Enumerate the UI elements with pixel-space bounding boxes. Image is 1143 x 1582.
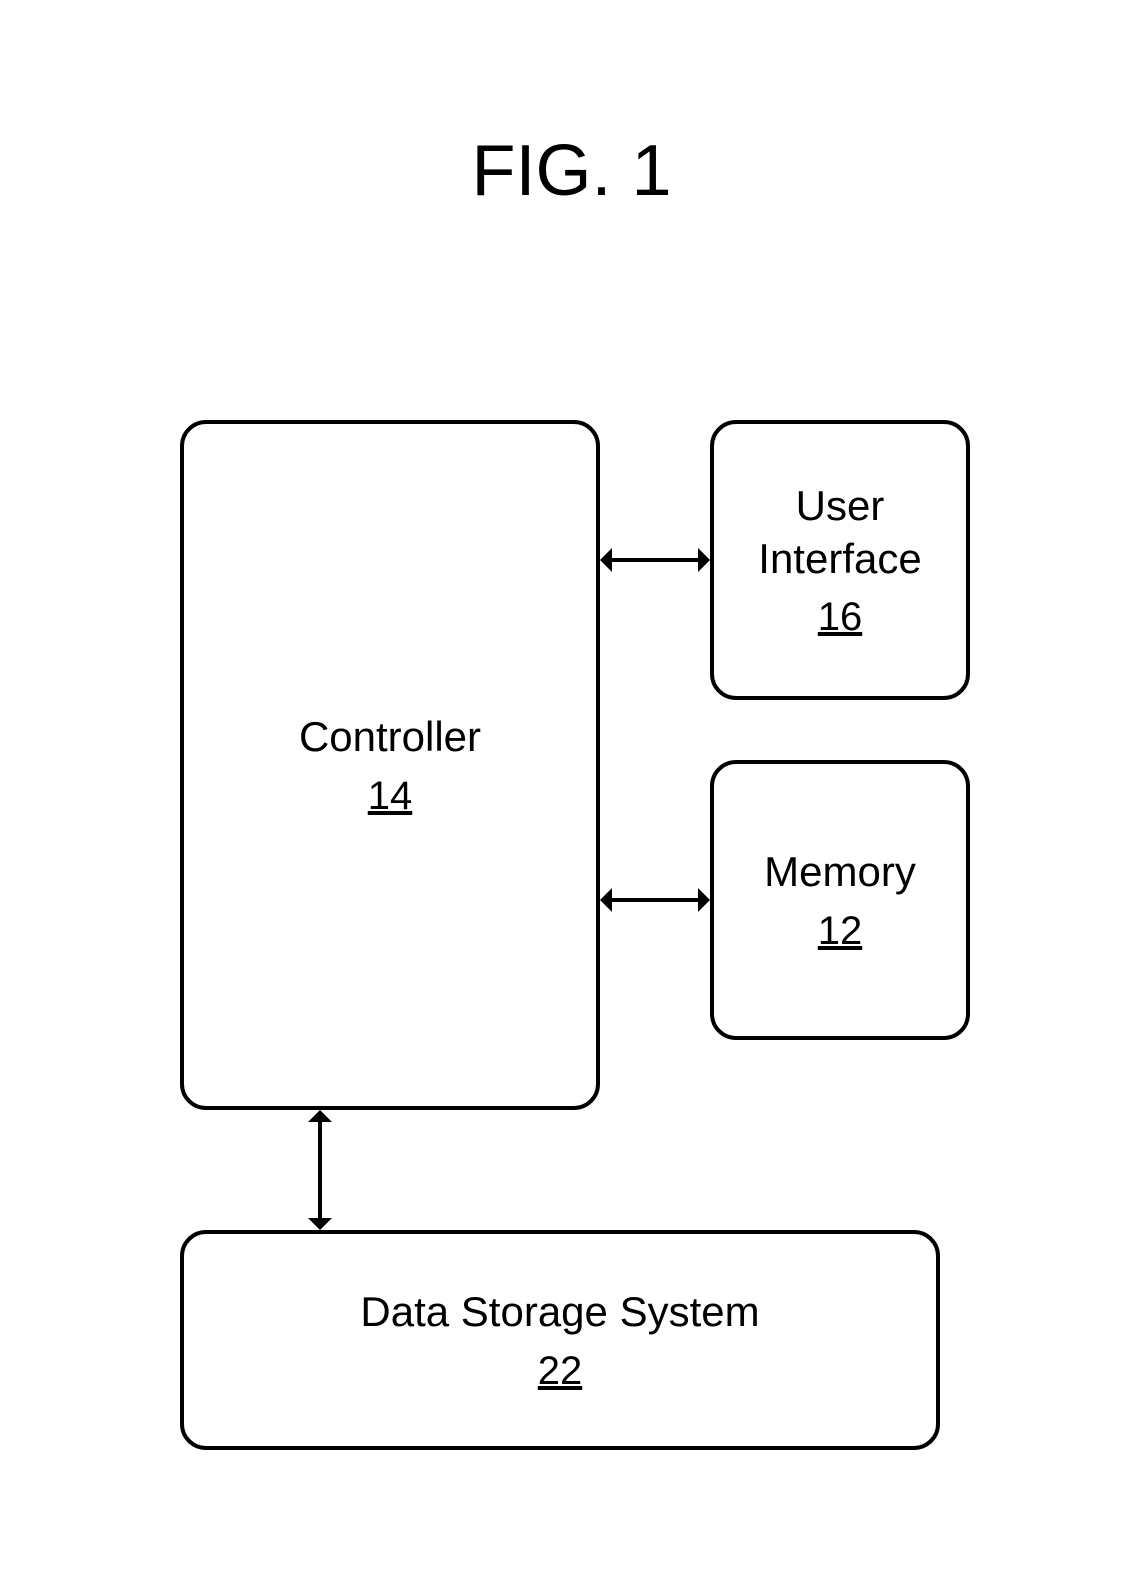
node-memory-label: Memory (764, 846, 916, 899)
node-user-interface: UserInterface 16 (710, 420, 970, 700)
edge-controller-memory-head-right (698, 888, 710, 912)
node-data-storage-label: Data Storage System (360, 1286, 759, 1339)
edge-controller-storage-head-up (308, 1110, 332, 1122)
node-controller: Controller 14 (180, 420, 600, 1110)
figure-title: FIG. 1 (0, 130, 1143, 212)
edge-controller-storage (318, 1122, 322, 1218)
edge-controller-storage-head-down (308, 1218, 332, 1230)
edge-controller-ui (612, 558, 698, 562)
node-data-storage: Data Storage System 22 (180, 1230, 940, 1450)
edge-controller-memory (612, 898, 698, 902)
node-memory-ref: 12 (818, 909, 863, 954)
node-user-interface-label: UserInterface (758, 480, 921, 585)
edge-controller-ui-head-left (600, 548, 612, 572)
node-user-interface-ref: 16 (818, 595, 863, 640)
diagram-canvas: FIG. 1 Controller 14 UserInterface 16 Me… (0, 0, 1143, 1582)
node-controller-label: Controller (299, 711, 481, 764)
edge-controller-memory-head-left (600, 888, 612, 912)
node-controller-ref: 14 (368, 774, 413, 819)
node-data-storage-ref: 22 (538, 1349, 583, 1394)
edge-controller-ui-head-right (698, 548, 710, 572)
node-memory: Memory 12 (710, 760, 970, 1040)
